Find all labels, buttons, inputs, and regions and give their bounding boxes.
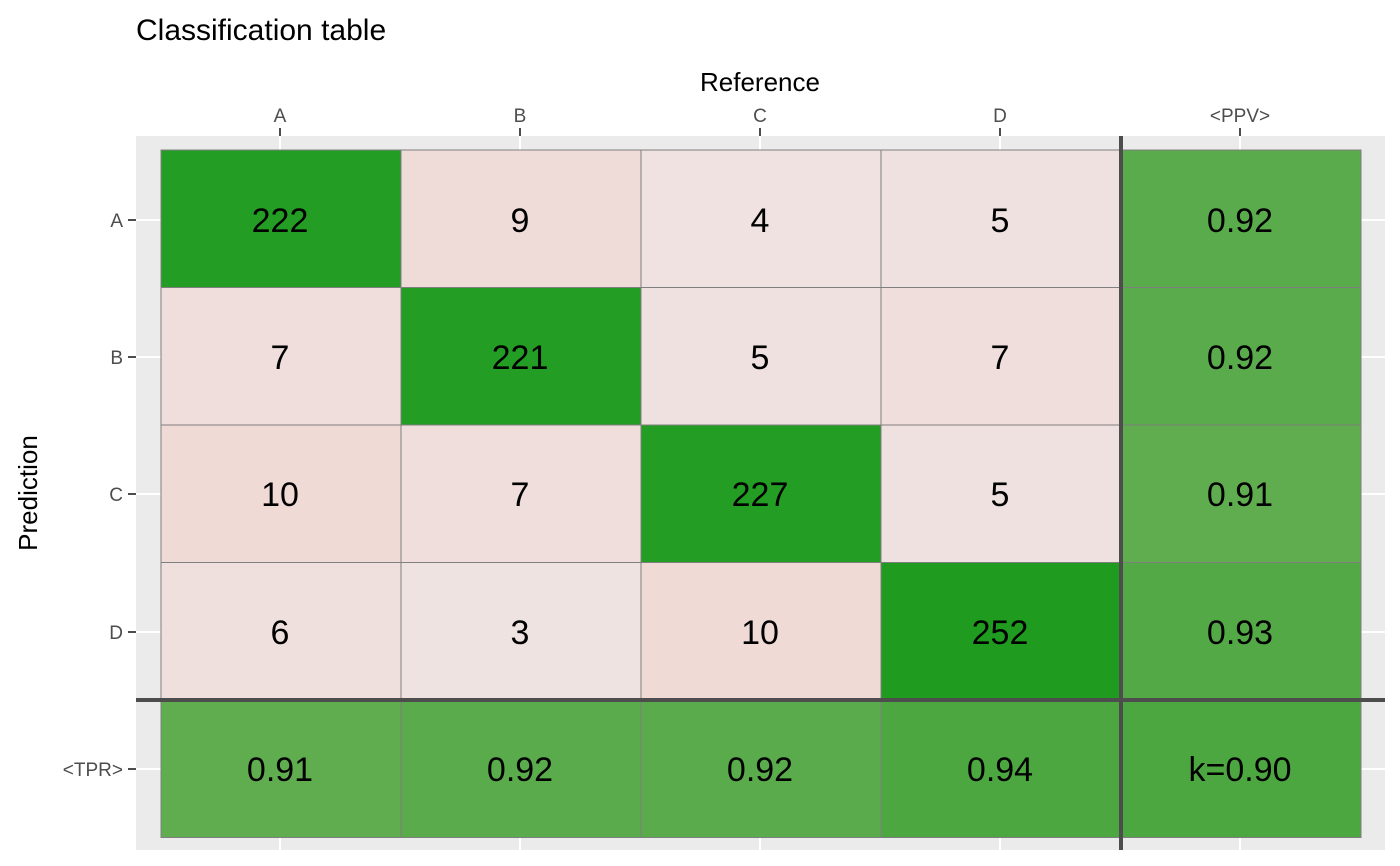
x-axis-title: Reference — [700, 67, 820, 97]
y-tick-label-4: <TPR> — [63, 760, 123, 781]
plot-panel: 222 9 4 5 7 221 5 7 10 7 227 5 6 3 10 252 0.92 0.92 0.91 0.… — [63, 106, 1385, 850]
tpr-cell-b-tile — [400, 699, 642, 838]
ppv-cell-b-label: 0.92 — [1207, 339, 1273, 377]
cell-d-b-label: 3 — [511, 614, 530, 652]
cell-a-c-tile — [640, 149, 882, 288]
cell-b-a-tile — [160, 287, 402, 426]
cell-b-b-label: 221 — [492, 339, 549, 377]
cell-c-a-label: 10 — [261, 476, 299, 514]
cell-b-c-tile — [640, 287, 882, 426]
cell-d-c-tile — [640, 562, 882, 701]
cell-d-b-tile — [400, 562, 642, 701]
ppv-cell-d-tile — [1120, 562, 1362, 701]
x-tick-label-0: A — [274, 106, 287, 127]
cell-a-c-label: 4 — [751, 202, 770, 240]
ppv-cell-a-tile — [1120, 149, 1362, 288]
ppv-cell-b-tile — [1120, 287, 1362, 426]
cell-a-a-label: 222 — [252, 202, 309, 240]
ppv-cell-d-label: 0.93 — [1207, 614, 1273, 652]
cell-a-b-tile — [400, 149, 642, 288]
cell-c-a-tile — [160, 424, 402, 563]
ppv-cell-c-label: 0.91 — [1207, 476, 1273, 514]
cell-a-b-label: 9 — [511, 202, 530, 240]
y-axis-title: Prediction — [13, 435, 43, 551]
kappa-cell-label: k=0.90 — [1188, 751, 1291, 789]
cell-c-b-tile — [400, 424, 642, 563]
cell-c-c-tile — [640, 424, 882, 563]
kappa-cell-tile — [1120, 699, 1362, 838]
x-tick-label-4: <PPV> — [1210, 106, 1270, 127]
cell-d-d-tile — [880, 562, 1122, 701]
y-tick-label-3: D — [109, 623, 123, 644]
cell-d-d-label: 252 — [972, 614, 1029, 652]
cell-c-d-tile — [880, 424, 1122, 563]
y-tick-label-0: A — [110, 211, 123, 232]
cell-b-a-label: 7 — [271, 339, 290, 377]
cell-c-c-label: 227 — [732, 476, 789, 514]
cell-c-d-label: 5 — [991, 476, 1010, 514]
cell-b-d-label: 7 — [991, 339, 1010, 377]
cell-d-a-tile — [160, 562, 402, 701]
cell-a-d-tile — [880, 149, 1122, 288]
y-tick-label-1: B — [110, 348, 123, 369]
cell-d-a-label: 6 — [271, 614, 290, 652]
tpr-cell-b-label: 0.92 — [487, 751, 553, 789]
tpr-cell-d-tile — [880, 699, 1122, 838]
cell-a-d-label: 5 — [991, 202, 1010, 240]
y-tick-label-2: C — [109, 485, 123, 506]
x-tick-label-2: C — [753, 106, 767, 127]
tpr-cell-c-label: 0.92 — [727, 751, 793, 789]
x-tick-label-3: D — [993, 106, 1007, 127]
ppv-cell-a-label: 0.92 — [1207, 202, 1273, 240]
cell-b-c-label: 5 — [751, 339, 770, 377]
tpr-cell-c-tile — [640, 699, 882, 838]
cell-a-a-tile — [160, 149, 402, 288]
x-tick-label-1: B — [514, 106, 527, 127]
cell-d-c-label: 10 — [741, 614, 779, 652]
cell-c-b-label: 7 — [511, 476, 530, 514]
tpr-cell-a-label: 0.91 — [247, 751, 313, 789]
ppv-cell-c-tile — [1120, 424, 1362, 563]
chart-title: Classification table — [136, 14, 386, 47]
tpr-cell-d-label: 0.94 — [967, 751, 1033, 789]
